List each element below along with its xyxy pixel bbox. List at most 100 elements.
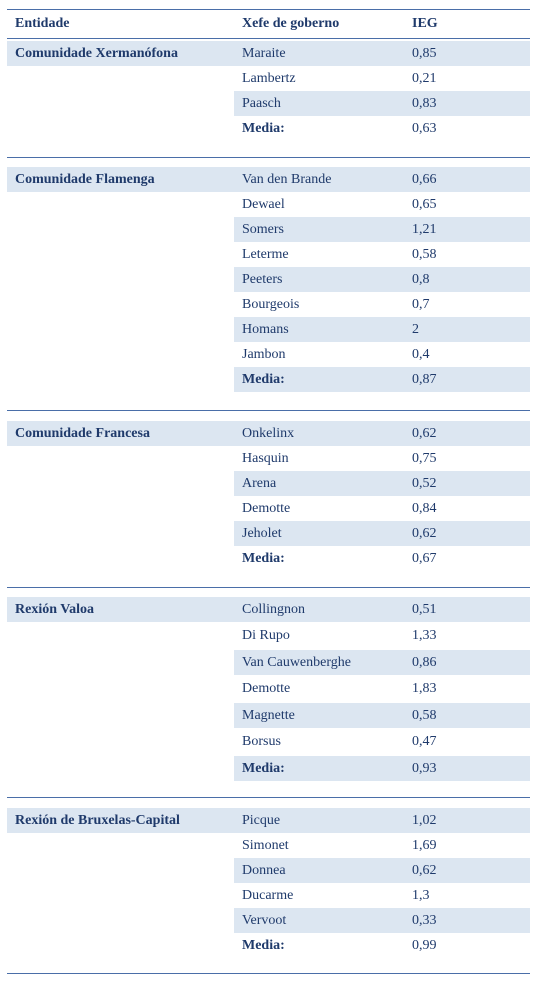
ieg-value: 0,58 [412, 708, 437, 723]
head-of-government-name: Somers [242, 222, 284, 237]
table-row: Hasquin 0,75 [234, 446, 530, 471]
table-row: Peeters 0,8 [234, 267, 530, 292]
head-of-government-name: Onkelinx [242, 426, 295, 441]
head-of-government-name: Hasquin [242, 451, 289, 466]
head-of-government-name: Dewael [242, 197, 285, 212]
ieg-value: 1,69 [412, 838, 437, 853]
table-row: Borsus 0,47 [234, 729, 530, 754]
header-head-of-government: Xefe de goberno [242, 16, 340, 31]
ieg-value: 1,83 [412, 681, 437, 696]
table-row: Lambertz 0,21 [234, 66, 530, 91]
table-row: Van Cauwenberghe 0,86 [234, 650, 530, 675]
ieg-value: 0,87 [412, 372, 437, 387]
table-row: Leterme 0,58 [234, 242, 530, 267]
head-of-government-name: Peeters [242, 272, 283, 287]
ieg-value: 0,75 [412, 451, 437, 466]
section-rule [7, 157, 530, 158]
table-row: Onkelinx 0,62 [234, 421, 530, 446]
head-of-government-name: Magnette [242, 708, 295, 723]
ieg-value: 0,58 [412, 247, 437, 262]
head-of-government-name: Arena [242, 476, 277, 491]
ieg-value: 0,7 [412, 297, 430, 312]
average-row: Media: 0,63 [234, 116, 530, 141]
head-of-government-name: Leterme [242, 247, 289, 262]
ieg-value: 0,4 [412, 347, 430, 362]
average-row: Media: 0,93 [234, 756, 530, 781]
table-row: Jeholet 0,62 [234, 521, 530, 546]
ieg-value: 0,52 [412, 476, 437, 491]
head-of-government-name: Picque [242, 813, 281, 828]
table-row: Arena 0,52 [234, 471, 530, 496]
table-row: Di Rupo 1,33 [234, 623, 530, 648]
average-row: Media: 0,67 [234, 546, 530, 571]
top-rule [7, 9, 530, 10]
ieg-value: 0,33 [412, 913, 437, 928]
head-of-government-name: Di Rupo [242, 628, 290, 643]
head-of-government-name: Donnea [242, 863, 286, 878]
ieg-value: 0,85 [412, 46, 437, 61]
ieg-value: 0,63 [412, 121, 437, 136]
table-row: Collingnon 0,51 [234, 597, 530, 622]
head-of-government-name: Borsus [242, 734, 281, 749]
ieg-value: 0,93 [412, 761, 437, 776]
head-of-government-name: Demotte [242, 501, 291, 516]
ieg-value: 0,84 [412, 501, 437, 516]
head-of-government-name: Media: [242, 372, 285, 387]
head-of-government-name: Media: [242, 938, 285, 953]
entity-label: Rexión Valoa [7, 597, 234, 622]
average-row: Media: 0,87 [234, 367, 530, 392]
table-row: Paasch 0,83 [234, 91, 530, 116]
ieg-value: 0,62 [412, 426, 437, 441]
ieg-value: 0,67 [412, 551, 437, 566]
ieg-value: 0,65 [412, 197, 437, 212]
table-row: Bourgeois 0,7 [234, 292, 530, 317]
head-of-government-name: Simonet [242, 838, 289, 853]
head-of-government-name: Jambon [242, 347, 286, 362]
ieg-value: 1,02 [412, 813, 437, 828]
head-of-government-name: Vervoot [242, 913, 287, 928]
head-of-government-name: Maraite [242, 46, 286, 61]
ieg-value: 0,62 [412, 863, 437, 878]
table-row: Simonet 1,69 [234, 833, 530, 858]
table-header: Entidade Xefe de goberno IEG [0, 8, 537, 38]
table-row: Donnea 0,62 [234, 858, 530, 883]
ieg-value: 0,62 [412, 526, 437, 541]
table-row: Jambon 0,4 [234, 342, 530, 367]
ieg-value: 0,47 [412, 734, 437, 749]
table-row: Magnette 0,58 [234, 703, 530, 728]
table-row: Van den Brande 0,66 [234, 167, 530, 192]
head-of-government-name: Van den Brande [242, 172, 332, 187]
table-row: Picque 1,02 [234, 808, 530, 833]
section-rule [7, 587, 530, 588]
head-of-government-name: Collingnon [242, 602, 306, 617]
table-row: Vervoot 0,33 [234, 908, 530, 933]
header-entity: Entidade [15, 16, 70, 31]
bottom-rule [7, 973, 530, 974]
head-of-government-name: Jeholet [242, 526, 282, 541]
ieg-value: 1,33 [412, 628, 437, 643]
head-of-government-name: Paasch [242, 96, 281, 111]
head-of-government-name: Van Cauwenberghe [242, 655, 351, 670]
head-of-government-name: Media: [242, 551, 285, 566]
ieg-value: 0,99 [412, 938, 437, 953]
header-rule [7, 38, 530, 39]
table-row: Demotte 1,83 [234, 676, 530, 701]
table-row: Demotte 0,84 [234, 496, 530, 521]
head-of-government-name: Demotte [242, 681, 291, 696]
header-ieg: IEG [412, 16, 438, 31]
head-of-government-name: Media: [242, 121, 285, 136]
head-of-government-name: Bourgeois [242, 297, 300, 312]
ieg-value: 0,83 [412, 96, 437, 111]
head-of-government-name: Lambertz [242, 71, 296, 86]
ieg-value: 1,21 [412, 222, 437, 237]
ieg-value: 0,21 [412, 71, 437, 86]
table-row: Dewael 0,65 [234, 192, 530, 217]
entity-label: Comunidade Flamenga [7, 167, 234, 192]
table-row: Maraite 0,85 [234, 41, 530, 66]
ieg-value: 1,3 [412, 888, 430, 903]
head-of-government-name: Homans [242, 322, 289, 337]
average-row: Media: 0,99 [234, 933, 530, 958]
ieg-value: 2 [412, 322, 419, 337]
ieg-value: 0,66 [412, 172, 437, 187]
head-of-government-name: Ducarme [242, 888, 294, 903]
